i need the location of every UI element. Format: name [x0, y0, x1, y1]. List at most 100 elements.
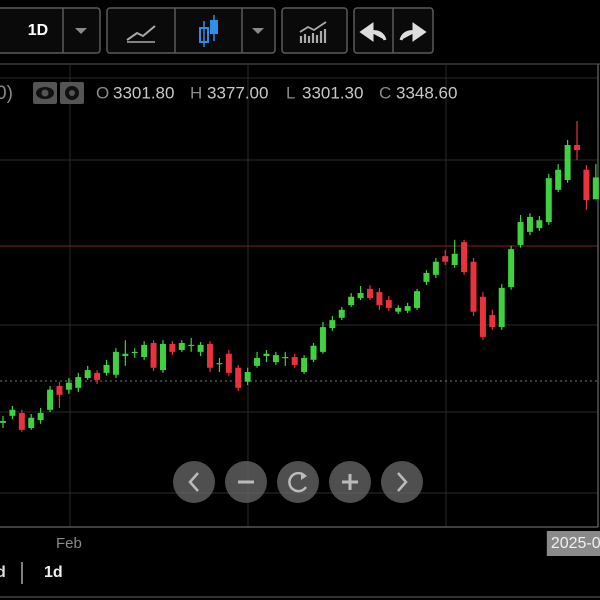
- candle-body: [84, 370, 91, 379]
- candle-body: [395, 307, 402, 312]
- interval-label: 1D: [28, 22, 48, 39]
- candle-body: [442, 256, 449, 262]
- candle-body: [555, 169, 562, 190]
- zoom-out-button[interactable]: [225, 461, 267, 503]
- candle-body: [517, 222, 524, 245]
- candle-body: [263, 353, 270, 357]
- scroll-left-button[interactable]: [173, 461, 215, 503]
- candle-body: [216, 363, 223, 365]
- candle-body: [592, 177, 599, 200]
- crosshair-date-box: [546, 531, 600, 556]
- crosshair-date-label: 2025-0: [551, 535, 600, 552]
- candle-body: [47, 389, 54, 410]
- candle-body: [376, 292, 383, 306]
- legend-label: H: [190, 83, 202, 102]
- ohlc-legend: 0) O 3301.80 H 3377.00 L 3301.30 C 3348.…: [0, 82, 457, 104]
- candle-body: [423, 272, 430, 282]
- candle-body: [150, 343, 157, 368]
- candle-body: [498, 287, 505, 328]
- candle-body: [244, 371, 251, 382]
- candle-body: [169, 343, 176, 352]
- candle-body: [197, 344, 204, 352]
- candle-body: [235, 367, 242, 388]
- candle-body: [131, 351, 138, 354]
- legend-value: 3348.60: [396, 83, 457, 102]
- candle-body: [28, 417, 35, 428]
- footer: d 1d: [0, 562, 600, 598]
- legend-value: 3301.80: [113, 83, 174, 102]
- candle-body: [319, 327, 326, 352]
- candle-body: [37, 413, 44, 421]
- candle-body: [574, 144, 581, 151]
- candle-body: [122, 353, 129, 357]
- candle-body: [94, 372, 101, 380]
- interval-button[interactable]: 1D: [0, 7, 101, 54]
- candle-body: [310, 345, 317, 360]
- candle-body: [432, 261, 439, 275]
- legend-label: O: [96, 83, 109, 102]
- candle-body: [385, 300, 392, 308]
- plot-grid: [0, 64, 599, 528]
- candle-body: [282, 357, 289, 359]
- candle-body: [291, 357, 298, 365]
- candle-body: [329, 320, 336, 329]
- visibility-icon[interactable]: [33, 82, 57, 104]
- legend-label: C: [379, 83, 391, 102]
- candle-body: [451, 253, 458, 266]
- legend-value: 3377.00: [207, 83, 268, 102]
- candle-body: [301, 357, 308, 372]
- candle-body: [112, 351, 119, 375]
- candle-body: [470, 261, 477, 312]
- candle-body: [225, 353, 232, 373]
- candle-body: [564, 144, 571, 181]
- candle-body: [508, 249, 515, 287]
- indicators-button[interactable]: [281, 7, 348, 54]
- interval-option[interactable]: 1d: [44, 564, 63, 581]
- candle-body: [366, 288, 373, 299]
- candle-body: [414, 291, 421, 308]
- legend-value: 3301.30: [302, 83, 363, 102]
- interval-option[interactable]: d: [0, 564, 6, 581]
- undo-redo-group[interactable]: [353, 7, 434, 54]
- settings-icon[interactable]: [60, 82, 84, 104]
- candle-body: [526, 216, 533, 232]
- candle-body: [141, 344, 148, 358]
- candle-body: [545, 178, 552, 223]
- zoom-in-button[interactable]: [329, 461, 371, 503]
- candle-body: [461, 242, 468, 273]
- x-tick-label: Feb: [56, 535, 82, 552]
- candle-body: [348, 296, 355, 306]
- candle-body: [272, 355, 279, 363]
- candle-body: [178, 343, 185, 351]
- candle-body: [18, 413, 25, 430]
- navigation-buttons: [173, 461, 423, 503]
- candle-body: [254, 357, 261, 366]
- candle-body: [338, 309, 345, 318]
- candle-body: [75, 377, 82, 388]
- legend-fragment: 0): [0, 83, 13, 104]
- candle-body: [56, 385, 63, 395]
- candle-body: [65, 382, 72, 390]
- toolbar: 1D: [0, 7, 434, 54]
- scroll-right-button[interactable]: [381, 461, 423, 503]
- legend-label: L: [286, 83, 295, 102]
- x-axis-labels: Feb 2025-0: [56, 531, 600, 556]
- candle-body: [357, 293, 364, 299]
- candle-body: [9, 409, 16, 416]
- candle-body: [159, 343, 166, 371]
- candle-body: [188, 344, 195, 347]
- candle-body: [479, 296, 486, 337]
- chart-type-group[interactable]: [106, 7, 276, 54]
- candle-body: [0, 420, 6, 423]
- candle-body: [404, 306, 411, 311]
- candle-body: [207, 343, 214, 368]
- candle-body: [103, 364, 110, 373]
- candles: [0, 121, 599, 432]
- reset-button[interactable]: [277, 461, 319, 503]
- candle-body: [536, 220, 543, 229]
- candle-body: [489, 314, 496, 328]
- candle-body: [583, 169, 590, 201]
